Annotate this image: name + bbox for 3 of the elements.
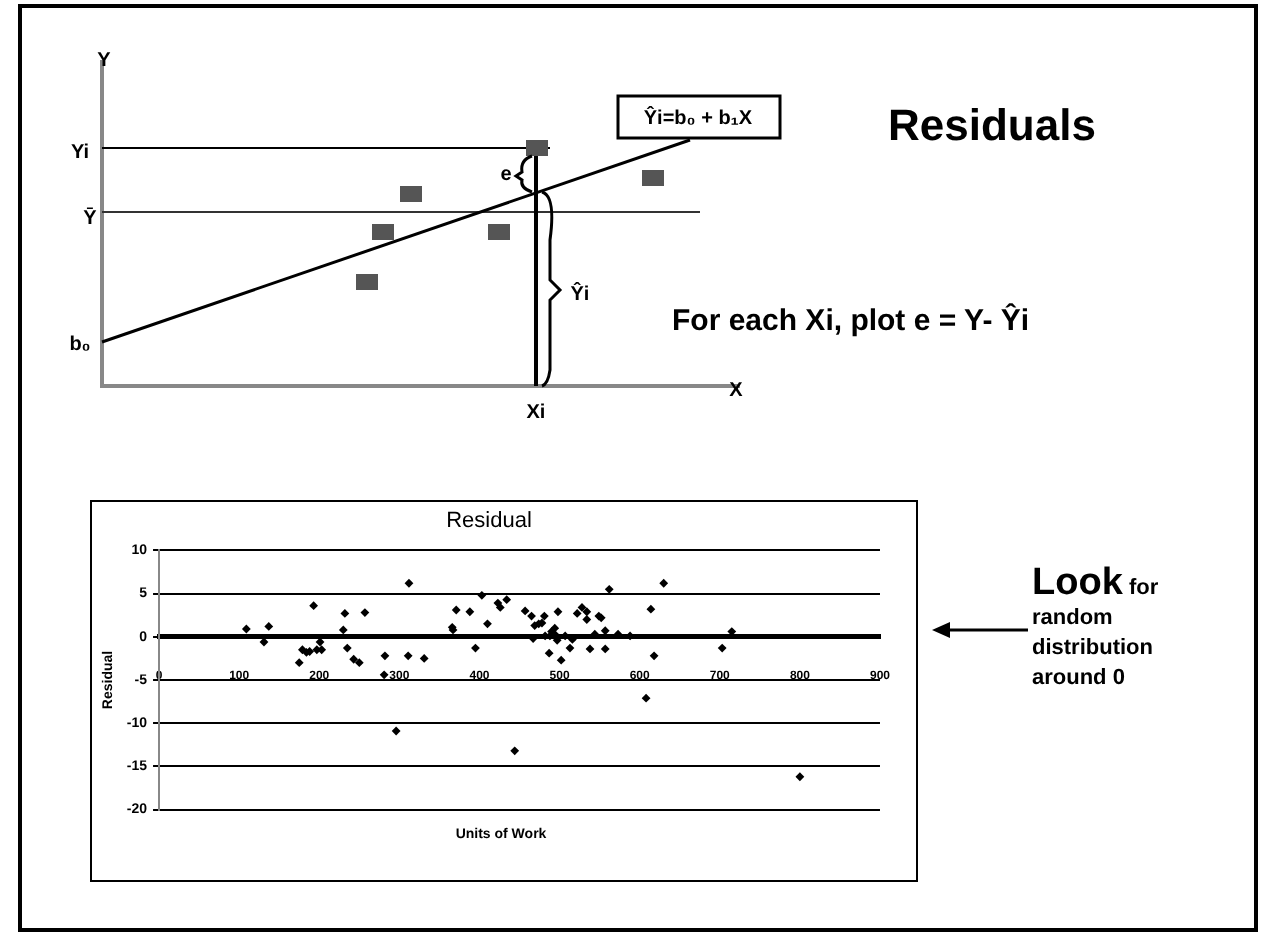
text: Residuals: [888, 100, 1096, 152]
text: Look for random distribution around 0: [1032, 562, 1159, 690]
chart-title: Residual: [446, 509, 532, 534]
